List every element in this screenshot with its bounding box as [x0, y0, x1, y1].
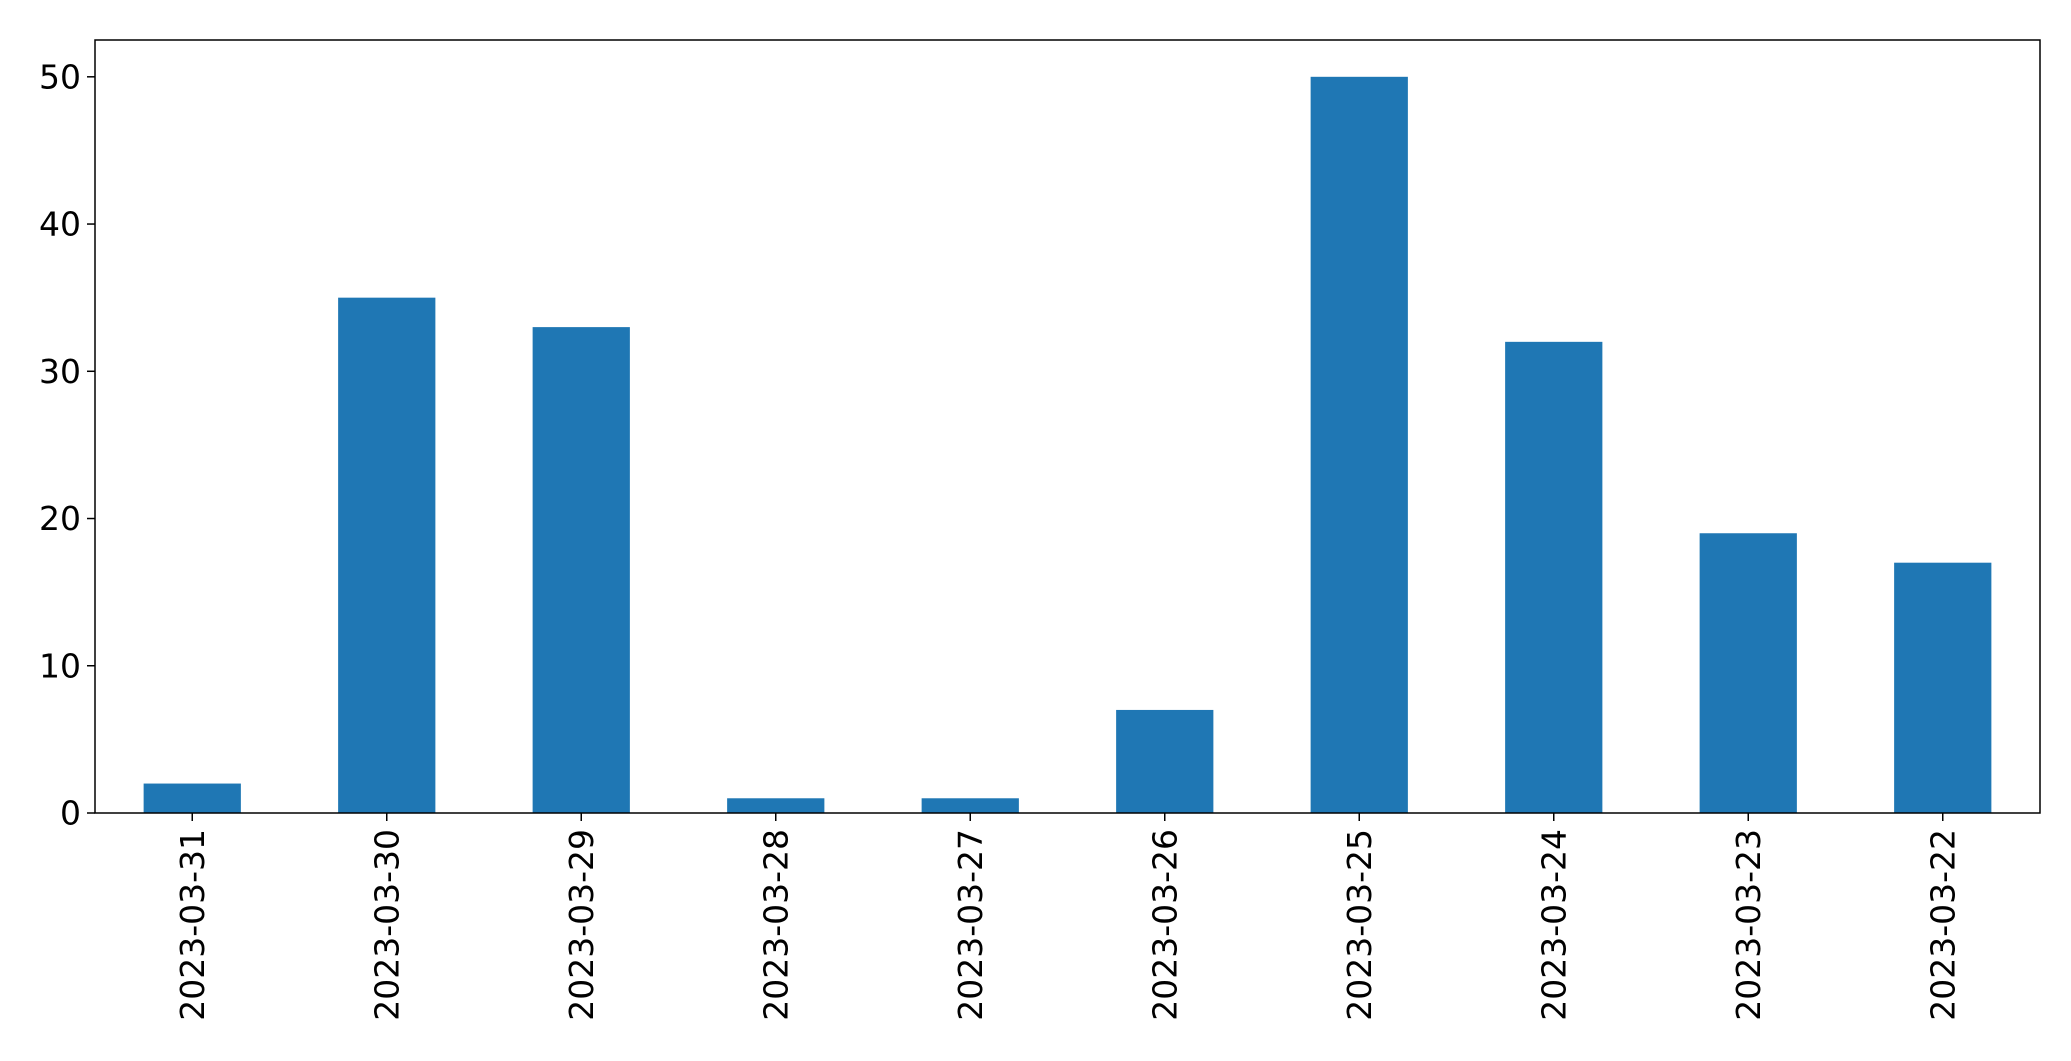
- x-axis: 2023-03-31 2023-03-30 2023-03-29 2023-03-28…: [173, 813, 1962, 1021]
- x-tick-label: 2023-03-31: [173, 829, 212, 1021]
- y-tick-label: 20: [39, 499, 81, 538]
- bar-2023-03-24: [1505, 341, 1603, 813]
- bar-2023-03-30: [338, 297, 436, 814]
- x-tick-label: 2023-03-30: [367, 829, 406, 1021]
- y-tick-label: 10: [39, 646, 81, 685]
- bar-2023-03-29: [532, 327, 630, 813]
- bars-group: [143, 76, 1992, 814]
- y-tick-label: 0: [60, 794, 81, 833]
- y-tick-label: 30: [39, 352, 81, 391]
- bar-2023-03-22: [1894, 562, 1992, 813]
- y-axis: 0 10 20 30 40 50: [39, 57, 95, 833]
- x-tick-label: 2023-03-23: [1729, 829, 1768, 1021]
- bar-2023-03-23: [1699, 533, 1797, 813]
- y-tick-label: 40: [39, 205, 81, 244]
- bar-2023-03-25: [1310, 76, 1408, 814]
- bar-2023-03-31: [143, 783, 241, 813]
- x-tick-label: 2023-03-27: [951, 829, 990, 1021]
- plot-frame: [94, 39, 2041, 814]
- x-tick-label: 2023-03-29: [562, 829, 601, 1021]
- bar-2023-03-27: [921, 798, 1019, 813]
- y-tick-label: 50: [39, 57, 81, 96]
- x-tick-label: 2023-03-25: [1340, 829, 1379, 1021]
- bar-2023-03-28: [727, 798, 825, 813]
- x-tick-label: 2023-03-28: [756, 829, 795, 1021]
- x-tick-label: 2023-03-24: [1534, 829, 1573, 1021]
- x-tick-label: 2023-03-26: [1145, 829, 1184, 1021]
- bar-2023-03-26: [1116, 709, 1214, 813]
- x-tick-label: 2023-03-22: [1923, 829, 1962, 1021]
